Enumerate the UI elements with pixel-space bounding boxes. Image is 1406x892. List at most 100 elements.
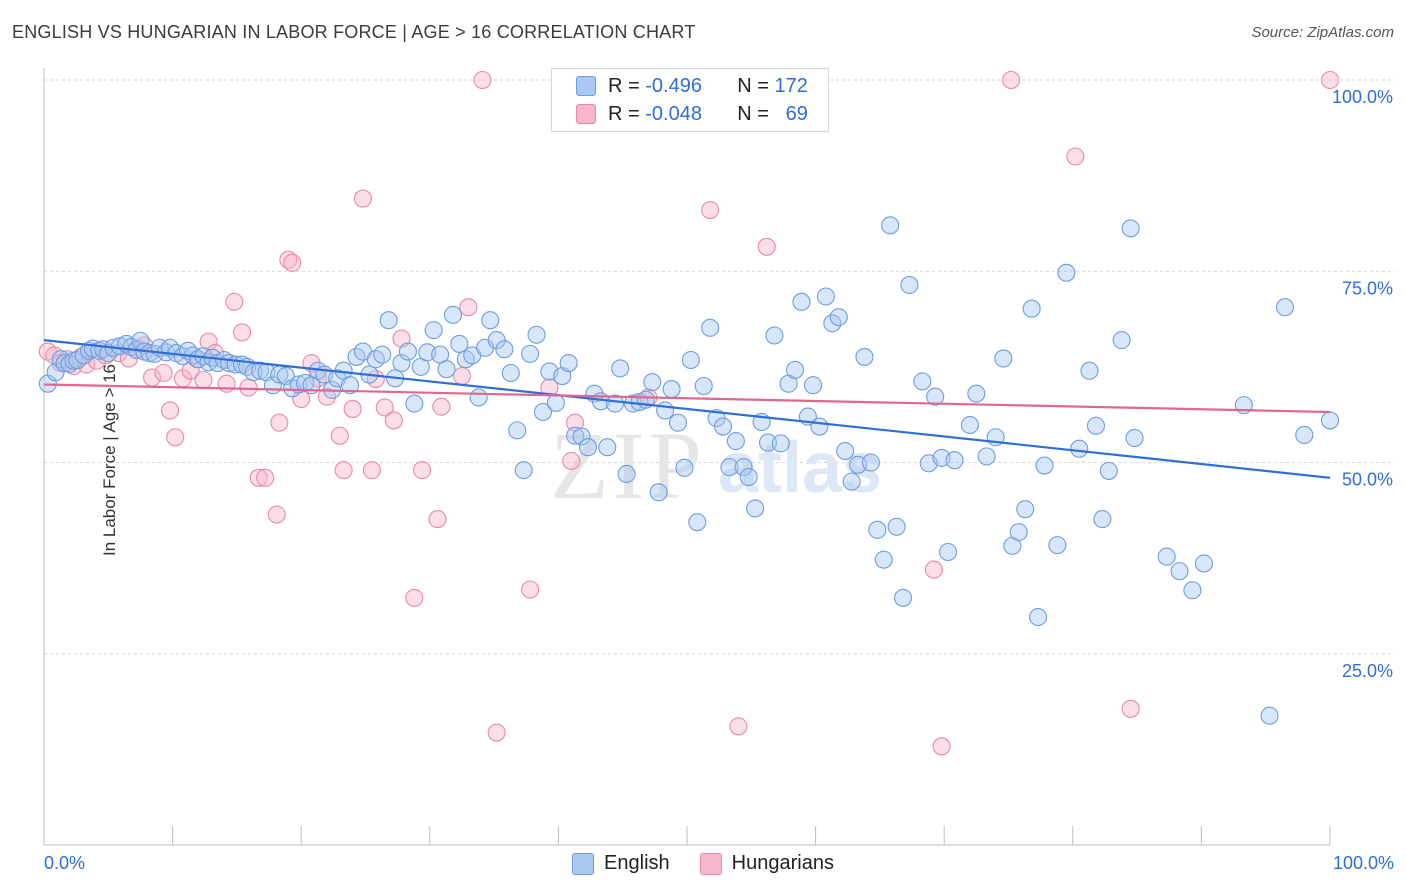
source-label: Source: ZipAtlas.com bbox=[1251, 24, 1394, 41]
hungarians-point bbox=[217, 374, 236, 393]
hungarians-point bbox=[428, 510, 447, 529]
n-label: N = bbox=[737, 74, 769, 97]
english-point bbox=[960, 415, 979, 435]
trend-lines bbox=[43, 339, 1331, 479]
hungarians-point bbox=[353, 189, 372, 208]
english-point bbox=[967, 384, 986, 403]
english-point bbox=[810, 417, 829, 436]
legend-label: Hungarians bbox=[731, 852, 834, 874]
y-tick-label: 75.0% bbox=[1342, 278, 1393, 298]
hungarians-point bbox=[405, 588, 424, 607]
english-point bbox=[469, 388, 488, 407]
english-point bbox=[1009, 523, 1028, 542]
y-tick-label: 25.0% bbox=[1342, 661, 1393, 681]
english-point bbox=[977, 447, 996, 466]
english-point bbox=[1194, 554, 1214, 573]
english-swatch bbox=[572, 852, 595, 875]
chart-title: ENGLISH VS HUNGARIAN IN LABOR FORCE | AG… bbox=[12, 22, 696, 42]
english-point bbox=[443, 305, 462, 324]
english-point bbox=[734, 458, 753, 477]
english-point bbox=[244, 363, 263, 382]
legend-item-hungarians[interactable]: Hungarians bbox=[699, 852, 834, 875]
hungarians-point bbox=[330, 426, 349, 445]
english-point bbox=[945, 451, 964, 470]
y-tick-label: 100.0% bbox=[1332, 87, 1393, 107]
legend-item-english[interactable]: English bbox=[572, 852, 670, 875]
english-point bbox=[487, 331, 506, 350]
english-point bbox=[424, 321, 443, 340]
english-point bbox=[765, 326, 784, 345]
hungarians-trend-line bbox=[43, 383, 1331, 414]
english-point bbox=[688, 513, 707, 532]
english-point bbox=[887, 517, 906, 536]
english-point bbox=[99, 344, 118, 363]
english-point bbox=[842, 472, 861, 491]
english-point bbox=[681, 350, 700, 370]
n-value: 69 bbox=[785, 102, 808, 125]
english-trend-line bbox=[43, 339, 1331, 479]
english-point bbox=[675, 458, 694, 477]
english-point bbox=[913, 372, 932, 391]
english-point bbox=[450, 334, 469, 353]
english-point bbox=[868, 520, 887, 539]
english-point bbox=[855, 347, 874, 366]
hungarians-point bbox=[413, 461, 432, 480]
hungarians-point bbox=[375, 398, 394, 417]
english-point bbox=[1125, 428, 1144, 448]
english-point bbox=[926, 387, 945, 406]
hungarians-point bbox=[459, 298, 478, 317]
hungarians-point bbox=[225, 292, 244, 311]
series-legend: English Hungarians bbox=[0, 852, 1406, 875]
english-point bbox=[1170, 562, 1189, 581]
english-point bbox=[501, 363, 520, 383]
english-point bbox=[566, 426, 585, 445]
english-point bbox=[1093, 510, 1112, 529]
y-tick-label: 50.0% bbox=[1342, 470, 1393, 490]
hungarians-point bbox=[362, 461, 381, 480]
english-point bbox=[694, 376, 713, 396]
english-point bbox=[874, 550, 893, 569]
english-point bbox=[900, 275, 919, 295]
english-point bbox=[816, 287, 835, 306]
english-point bbox=[1295, 425, 1314, 445]
hungarians-point bbox=[343, 399, 362, 419]
english-point bbox=[481, 311, 500, 330]
english-point bbox=[662, 380, 681, 399]
english-point bbox=[1121, 219, 1140, 238]
english-point bbox=[656, 401, 675, 420]
hungarians-point bbox=[384, 411, 403, 430]
english-point bbox=[1157, 547, 1176, 566]
english-point bbox=[1320, 411, 1340, 430]
r-label: R = bbox=[608, 74, 640, 97]
r-value: -0.496 bbox=[645, 74, 702, 97]
english-point bbox=[373, 345, 392, 364]
hungarians-point bbox=[239, 378, 258, 397]
english-point bbox=[701, 318, 720, 337]
hungarians-point bbox=[194, 370, 213, 389]
hungarians-point bbox=[521, 580, 540, 599]
english-swatch bbox=[576, 76, 596, 96]
hungarians-point bbox=[924, 560, 943, 579]
hungarians-point bbox=[701, 201, 720, 220]
english-point bbox=[668, 413, 688, 432]
hungarians-point bbox=[166, 428, 185, 447]
tick-labels: 100.0% 75.0% 50.0% 25.0% 0.0% 100.0% bbox=[44, 87, 1394, 873]
legend-label: English bbox=[604, 852, 670, 874]
legend-row-hungarians: R = -0.048 N = 69 bbox=[576, 101, 808, 127]
english-point bbox=[771, 434, 790, 453]
axes bbox=[43, 68, 1331, 846]
hungarians-swatch bbox=[576, 104, 596, 124]
x-tick-label: 0.0% bbox=[44, 853, 85, 873]
english-point bbox=[508, 421, 527, 440]
english-point bbox=[829, 308, 848, 327]
english-point bbox=[527, 325, 546, 344]
english-point bbox=[341, 376, 360, 395]
hungarians-point bbox=[757, 237, 776, 256]
hungarians-point bbox=[334, 461, 353, 480]
english-point bbox=[392, 353, 411, 373]
hungarians-point bbox=[160, 401, 180, 420]
stats-legend: R = -0.496 N = 172 R = -0.048 N = 69 bbox=[551, 68, 829, 132]
legend-row-english: R = -0.496 N = 172 bbox=[576, 73, 808, 99]
english-point bbox=[1035, 456, 1054, 475]
